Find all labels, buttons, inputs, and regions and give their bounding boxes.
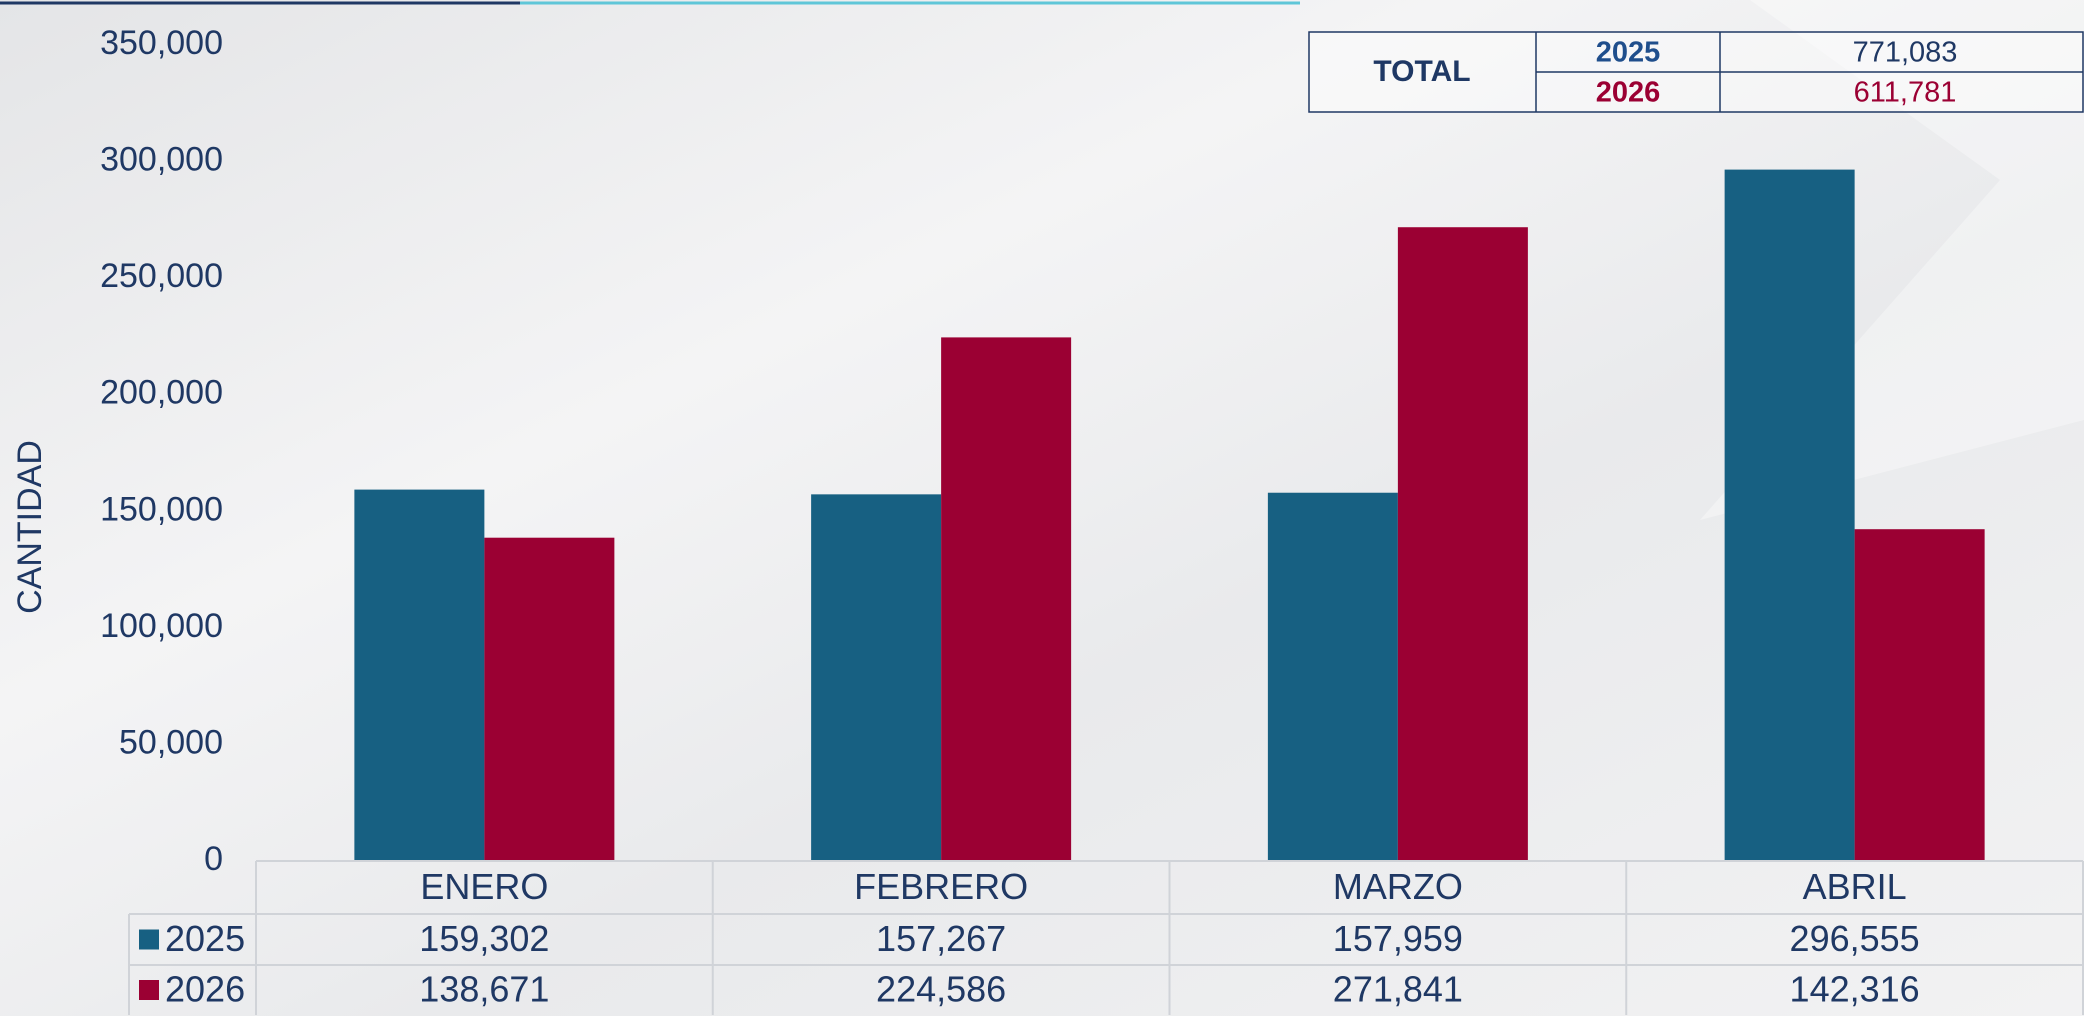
totals-year: 2025 [1596,37,1661,69]
bar [1397,227,1528,862]
y-tick-label: 50,000 [119,723,223,761]
legend-label: 2025 [165,918,245,959]
bar [1724,169,1855,861]
y-tick-label: 200,000 [100,374,223,412]
table-value: 271,841 [1333,969,1463,1010]
table-value: 138,671 [419,969,549,1010]
y-tick-label: 350,000 [100,24,223,62]
decor [1700,0,2084,520]
totals-label: TOTAL [1373,55,1470,88]
x-tick-label: ABRIL [1803,866,1907,907]
totals-table: TOTAL [1308,31,2084,113]
y-tick-label: 150,000 [100,490,223,528]
totals-value: 611,781 [1854,77,1957,109]
y-tick-label: 0 [204,840,223,878]
legend-label: 2026 [165,969,245,1010]
table-value: 142,316 [1790,969,1920,1010]
bar [354,489,485,861]
y-tick-label: 250,000 [100,257,223,295]
x-tick-label: FEBRERO [854,866,1028,907]
bar [1854,529,1985,861]
legend-swatch [139,929,159,950]
bar [484,537,615,861]
totals-value: 771,083 [1853,37,1958,69]
table-value: 157,959 [1333,918,1463,959]
bar [941,337,1072,861]
table-value: 296,555 [1790,918,1920,959]
table-value: 157,267 [876,918,1006,959]
legend-swatch [139,980,159,1000]
bar [1267,492,1398,861]
bar [811,494,942,861]
table-value: 224,586 [876,969,1006,1010]
y-tick-label: 100,000 [100,607,223,645]
table-value: 159,302 [419,918,549,959]
x-tick-label: ENERO [420,866,548,907]
y-axis-title: CANTIDAD [11,440,49,614]
x-tick-label: MARZO [1333,866,1463,907]
y-tick-label: 300,000 [100,141,223,179]
totals-year: 2026 [1596,77,1661,109]
